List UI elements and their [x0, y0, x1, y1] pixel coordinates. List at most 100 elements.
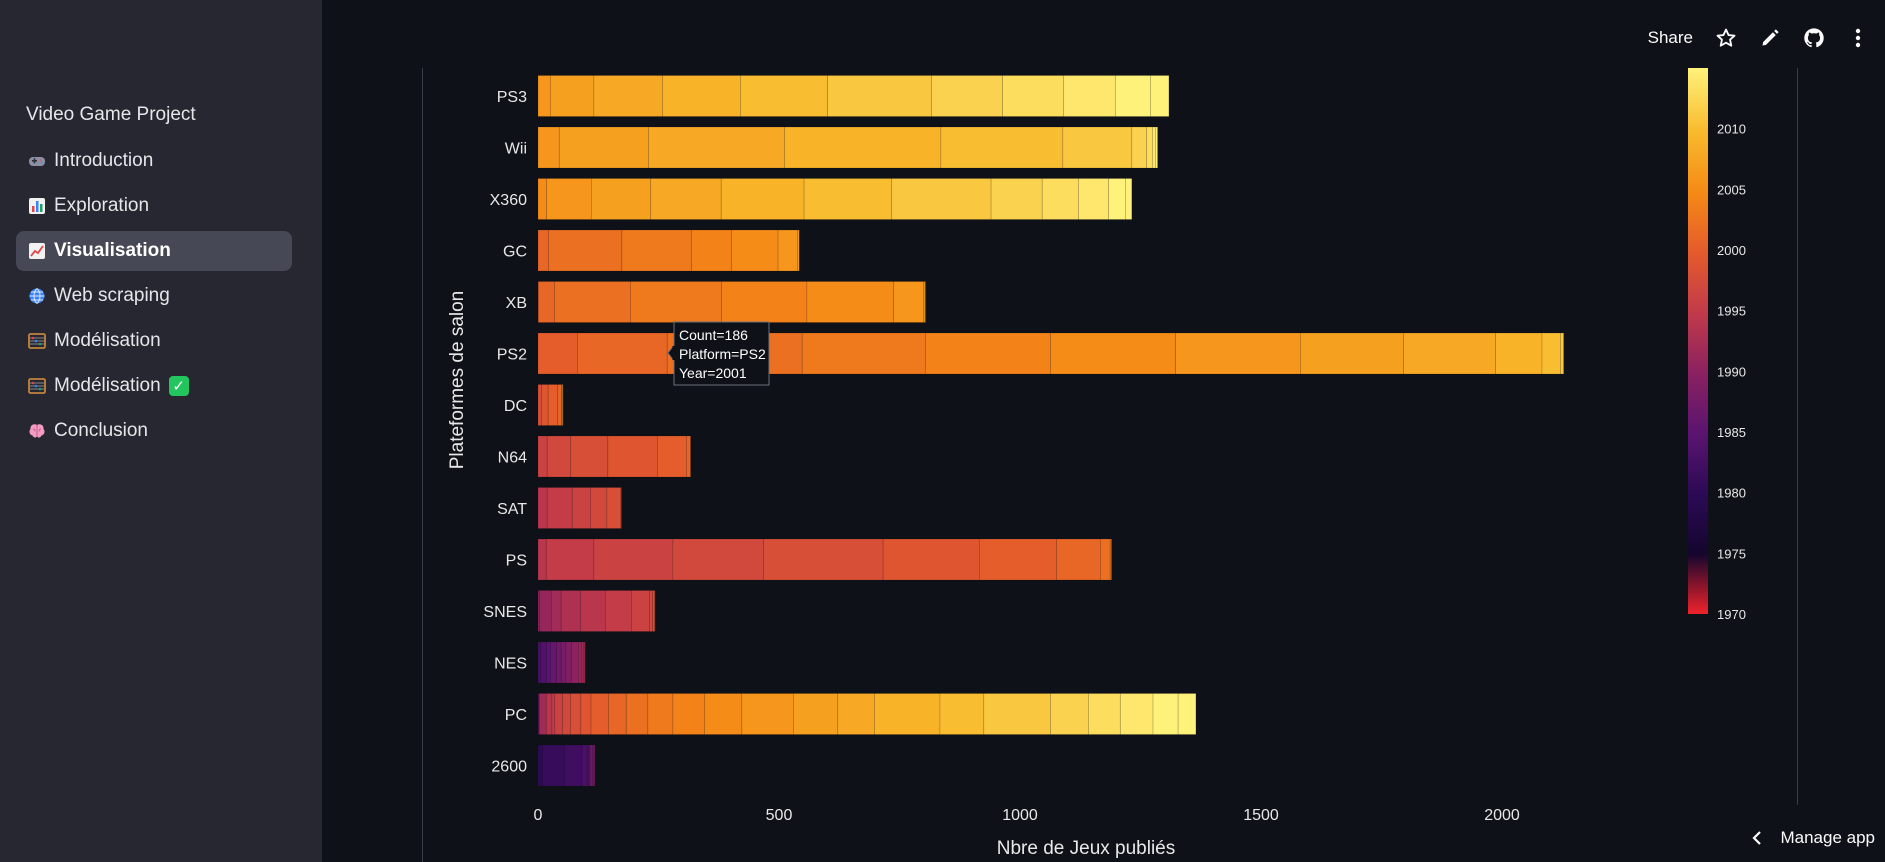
bar-segment-PS3-2010[interactable]	[740, 75, 828, 117]
bar-segment-PC-2005[interactable]	[703, 693, 743, 735]
bar-segment-PS2-2010[interactable]	[1541, 332, 1561, 375]
bar-segment-PS-1994[interactable]	[537, 538, 547, 581]
bar-segment-PS-2003[interactable]	[1109, 538, 1112, 581]
bar-segment-2600-1983[interactable]	[581, 744, 588, 787]
bar-segment-PS3-2006[interactable]	[537, 75, 551, 117]
bar-segment-DC-1999[interactable]	[541, 384, 549, 426]
bar-segment-N64-2002[interactable]	[690, 435, 692, 478]
bar-segment-PS-1998[interactable]	[763, 538, 884, 581]
bar-segment-NES-1985[interactable]	[546, 641, 551, 684]
bar-segment-N64-1999[interactable]	[607, 435, 658, 478]
bar-segment-NES-1988[interactable]	[560, 641, 567, 684]
bar-segment-PC-1994[interactable]	[545, 693, 553, 735]
bar-segment-2600-1980[interactable]	[537, 744, 543, 787]
bar-segment-Wii-2013[interactable]	[1146, 126, 1153, 169]
bar-segment-PC-1996[interactable]	[554, 693, 563, 735]
bar-segment-PS2-2000[interactable]	[537, 332, 578, 375]
bar-segment-SNES-1997[interactable]	[649, 590, 654, 632]
bar-segment-PC-2003[interactable]	[647, 693, 674, 735]
bar-segment-PC-2006[interactable]	[741, 693, 794, 735]
bar-segment-PC-2011[interactable]	[983, 693, 1051, 735]
bar-segment-SNES-1999[interactable]	[654, 590, 656, 632]
bar-segment-PS2-2006[interactable]	[1175, 332, 1301, 375]
bar-segment-N64-1998[interactable]	[570, 435, 609, 478]
bar-segment-XB-2008[interactable]	[924, 281, 926, 323]
bar-segment-X360-2011[interactable]	[891, 178, 992, 220]
sidebar-item-modelisation-2[interactable]: Modélisation ✓	[16, 366, 292, 406]
bar-segment-SNES-1991[interactable]	[539, 590, 552, 632]
bar-segment-PC-2004[interactable]	[672, 693, 705, 735]
bar-segment-SAT-1997[interactable]	[590, 487, 608, 529]
bar-segment-X360-2013[interactable]	[1041, 178, 1079, 220]
bar-segment-PC-2008[interactable]	[837, 693, 875, 735]
bar-segment-PS2-2001[interactable]	[577, 332, 668, 375]
bar-segment-PS3-2016[interactable]	[1150, 75, 1170, 117]
bar-segment-XB-2001[interactable]	[538, 281, 555, 323]
bar-segment-Wii-2011[interactable]	[1062, 126, 1133, 169]
bar-segment-PS-2002[interactable]	[1100, 538, 1111, 581]
sidebar-item-visualisation[interactable]: Visualisation	[16, 231, 292, 271]
bar-segment-PC-1992[interactable]	[539, 693, 547, 735]
star-icon[interactable]	[1713, 25, 1739, 51]
bar-segment-X360-2008[interactable]	[650, 178, 722, 220]
bar-segment-SAT-1996[interactable]	[571, 487, 591, 529]
bar-segment-Wii-2009[interactable]	[783, 126, 942, 169]
bar-segment-N64-2001[interactable]	[686, 435, 691, 478]
bar-segment-PS-2000[interactable]	[979, 538, 1057, 581]
bar-segment-PS3-2013[interactable]	[1002, 75, 1064, 117]
bar-segment-GC-2007[interactable]	[797, 229, 800, 272]
bar-segment-Wii-2008[interactable]	[648, 126, 785, 169]
sidebar-item-modelisation[interactable]: Modélisation	[16, 321, 292, 361]
bar-segment-NES-1994[interactable]	[584, 641, 586, 684]
sidebar-item-conclusion[interactable]: Conclusion	[16, 411, 292, 451]
bar-segment-PS3-2015[interactable]	[1115, 75, 1151, 117]
bar-segment-2600-1981[interactable]	[542, 744, 565, 787]
bar-segment-X360-2006[interactable]	[546, 178, 592, 220]
bar-segment-PC-2014[interactable]	[1119, 693, 1154, 735]
bar-segment-PS-1996[interactable]	[593, 538, 674, 581]
bar-segment-PS2-2005[interactable]	[1050, 332, 1176, 375]
bar-segment-PC-2009[interactable]	[874, 693, 941, 735]
bar-segment-SAT-1998[interactable]	[606, 487, 622, 529]
sidebar-item-introduction[interactable]: Introduction	[16, 141, 292, 181]
bar-segment-SNES-1992[interactable]	[551, 590, 562, 632]
bar-segment-PS3-2007[interactable]	[550, 75, 595, 117]
bar-segment-X360-2014[interactable]	[1078, 178, 1109, 220]
github-icon[interactable]	[1801, 25, 1827, 51]
bar-segment-NES-1986[interactable]	[550, 641, 557, 684]
bar-segment-PC-2002[interactable]	[625, 693, 649, 735]
bar-segment-PS2-2003[interactable]	[801, 332, 926, 375]
bar-segment-PC-2000[interactable]	[590, 693, 609, 735]
bar-segment-SNES-1994[interactable]	[580, 590, 606, 632]
bar-segment-GC-2003[interactable]	[621, 229, 692, 272]
bar-segment-PS3-2011[interactable]	[827, 75, 932, 117]
more-vertical-icon[interactable]	[1845, 25, 1871, 51]
bar-segment-PC-1997[interactable]	[562, 693, 571, 735]
bar-segment-PC-2010[interactable]	[939, 693, 985, 735]
bar-segment-Wii-2010[interactable]	[940, 126, 1064, 169]
bar-segment-XB-2005[interactable]	[806, 281, 895, 323]
bar-segment-X360-2009[interactable]	[720, 178, 805, 220]
bar-segment-GC-2005[interactable]	[730, 229, 779, 272]
bar-segment-2600-1986[interactable]	[588, 744, 591, 787]
bar-segment-SNES-1995[interactable]	[605, 590, 632, 632]
sidebar-item-exploration[interactable]: Exploration	[16, 186, 292, 226]
bar-segment-PC-1999[interactable]	[580, 693, 592, 735]
bar-segment-PC-1998[interactable]	[569, 693, 582, 735]
bar-segment-2600-1989[interactable]	[593, 744, 596, 787]
bar-segment-PC-2015[interactable]	[1152, 693, 1179, 735]
bar-segment-DC-2000[interactable]	[547, 384, 559, 426]
bar-segment-SAT-1999[interactable]	[620, 487, 622, 529]
bar-segment-N64-1996[interactable]	[537, 435, 548, 478]
bar-segment-Wii-2006[interactable]	[537, 126, 560, 169]
bar-segment-GC-2001[interactable]	[537, 229, 549, 272]
bar-segment-X360-2015[interactable]	[1108, 178, 1126, 220]
bar-segment-NES-1989[interactable]	[565, 641, 572, 684]
bar-segment-PS-1997[interactable]	[672, 538, 764, 581]
bar-segment-PS2-2011[interactable]	[1560, 332, 1564, 375]
bar-segment-2600-1982[interactable]	[564, 744, 583, 787]
bar-segment-NES-1984[interactable]	[540, 641, 547, 684]
bar-segment-GC-2006[interactable]	[777, 229, 798, 272]
bar-segment-X360-2010[interactable]	[803, 178, 893, 220]
bar-segment-Wii-2007[interactable]	[558, 126, 649, 169]
